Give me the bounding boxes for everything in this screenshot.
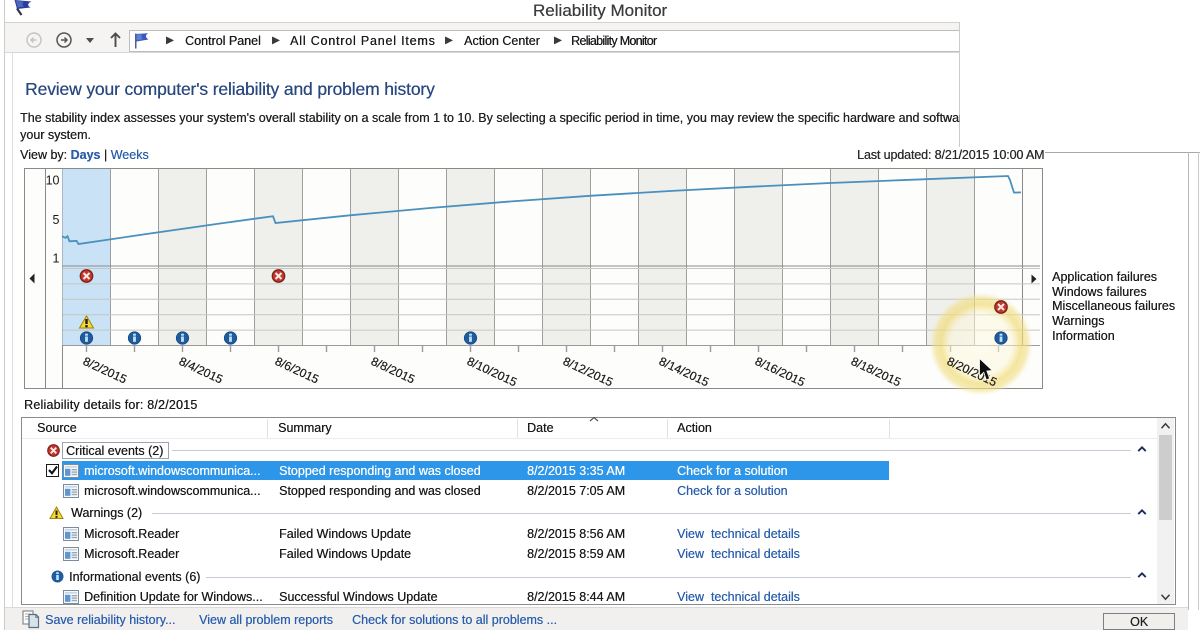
svg-text:10: 10 xyxy=(46,174,60,188)
svg-text:5: 5 xyxy=(53,213,60,227)
svg-text:1: 1 xyxy=(53,252,60,266)
